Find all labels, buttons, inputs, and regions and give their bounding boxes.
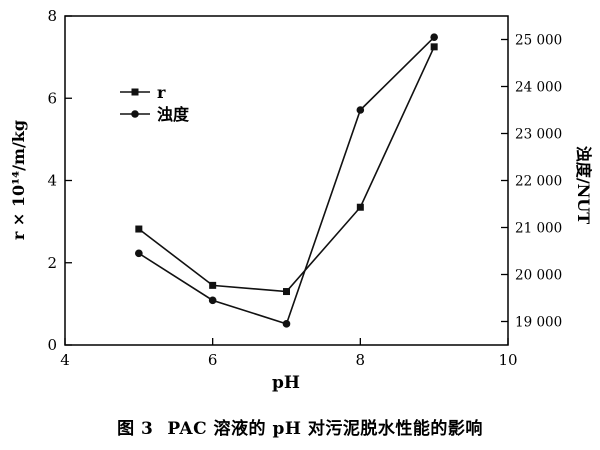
y-axis-label-right: 浊度/NUT — [574, 146, 593, 224]
chart: 4 6 8 10 0 2 4 6 8 19 000 20 000 21 000 22 000 23 0… — [9, 7, 593, 393]
x-tick-label: 8 — [356, 351, 366, 369]
series-1-point — [283, 288, 290, 296]
y-right-tick-label: 24 000 — [515, 80, 562, 96]
y-right-tick-label: 19 000 — [515, 315, 562, 331]
series-2-point — [208, 296, 217, 305]
y-right-tick-label: 21 000 — [515, 221, 562, 237]
y-left-tick-label: 4 — [47, 172, 57, 190]
y-left-tick-label: 0 — [47, 336, 57, 354]
series-2-point — [282, 320, 291, 328]
figure-number: 图 3 — [117, 419, 154, 439]
x-axis-label: pH — [272, 373, 300, 393]
series-2-point — [135, 249, 143, 258]
y-axis-label-left: r × 10¹⁴/m/kg — [9, 120, 28, 240]
legend-circle-marker — [131, 110, 139, 118]
series-1-point — [430, 43, 438, 51]
figure-caption: 图 3 PAC 溶液的 pH 对污泥脱水性能的影响 — [0, 414, 600, 439]
legend-square-marker — [131, 88, 139, 96]
x-tick-label: 6 — [208, 351, 218, 369]
y-right-tick-label: 20 000 — [515, 268, 562, 284]
y-left-tick-label: 6 — [47, 89, 57, 107]
y-right-tick-label: 23 000 — [515, 127, 562, 143]
y-right-tick-label: 25 000 — [515, 33, 562, 49]
legend-label: 浊度 — [157, 105, 190, 124]
series-1-point — [209, 281, 217, 289]
figure-caption-text: PAC 溶液的 pH 对污泥脱水性能的影响 — [167, 419, 483, 439]
series-line-1 — [138, 46, 435, 293]
plot-frame — [64, 15, 509, 346]
y-left-tick-label: 8 — [47, 7, 57, 25]
x-tick-label: 10 — [498, 351, 517, 369]
x-tick-label: 4 — [60, 351, 70, 369]
y-right-tick-label: 22 000 — [515, 174, 562, 190]
series-2-point — [430, 33, 438, 41]
series-2-point — [356, 106, 365, 114]
series-1-point — [356, 203, 364, 211]
series-1-point — [135, 225, 143, 233]
legend-label: r — [157, 83, 166, 102]
y-left-tick-label: 2 — [47, 254, 57, 272]
series-line-2 — [138, 36, 435, 325]
